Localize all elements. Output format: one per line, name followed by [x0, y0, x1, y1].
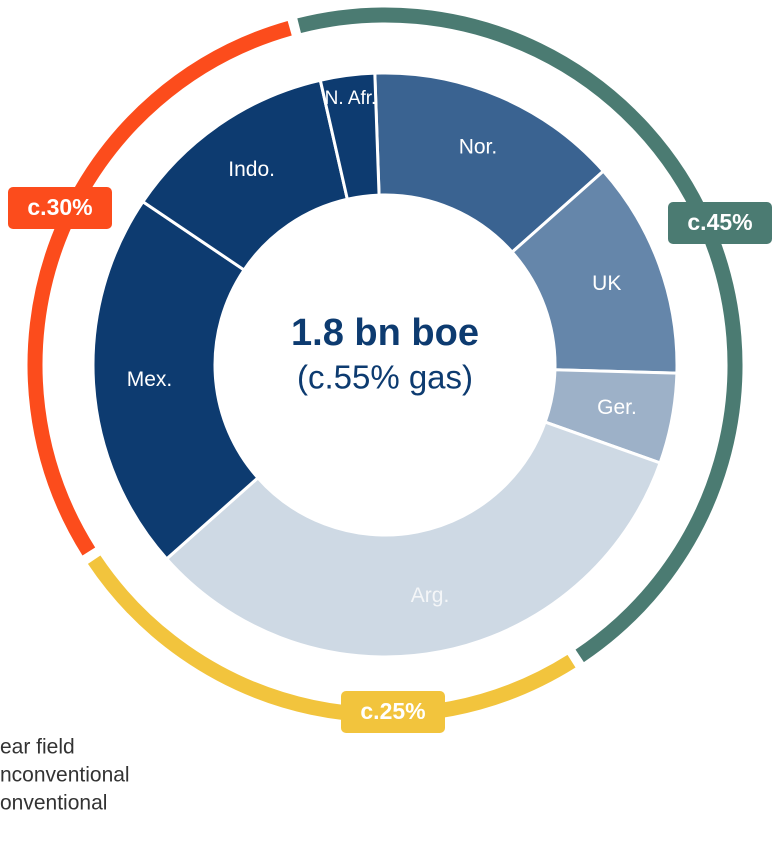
donut-segment — [373, 71, 606, 255]
badge-label: c.45% — [687, 209, 752, 235]
center-title: 1.8 bn boe — [291, 312, 479, 354]
donut-segment — [164, 420, 662, 659]
center-subtitle: (c.55% gas) — [297, 359, 473, 396]
legend-label: nconventional — [0, 764, 130, 787]
badge — [8, 187, 112, 229]
legend-label: ear field — [0, 736, 75, 759]
segment-label: Indo. — [228, 158, 275, 181]
legend-label: onventional — [0, 792, 107, 815]
segment-label: Nor. — [459, 136, 498, 159]
segment-label: UK — [592, 272, 621, 295]
badge-label: c.25% — [360, 698, 425, 724]
segment-label: Ger. — [597, 396, 637, 419]
badge — [341, 691, 445, 733]
donut-segment — [91, 199, 260, 561]
badge — [668, 202, 772, 244]
segment-label: N. Afr. — [325, 88, 377, 109]
segment-label: Mex. — [127, 368, 173, 391]
segment-label: Arg. — [411, 584, 450, 607]
outer-ring-arc — [87, 555, 576, 723]
badge-label: c.30% — [27, 194, 92, 220]
donut-segment — [318, 71, 381, 202]
outer-ring-arc — [27, 21, 292, 556]
